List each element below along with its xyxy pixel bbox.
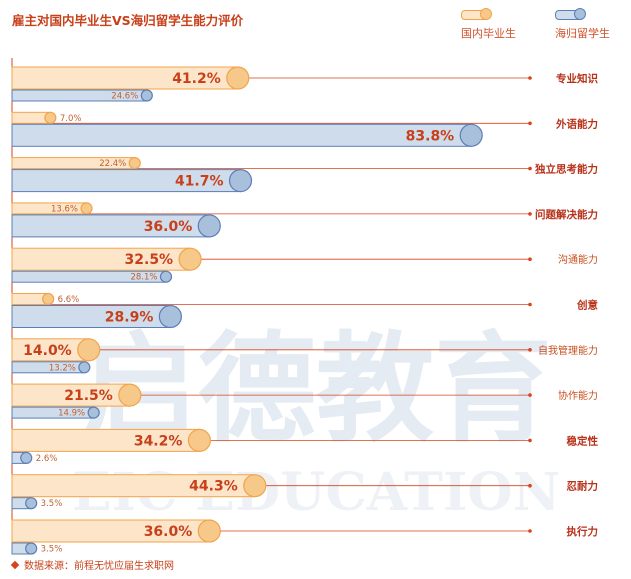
value-label-domestic: 32.5% xyxy=(125,252,174,268)
category-label: 执行力 xyxy=(567,525,599,538)
value-label-returnee: 24.6% xyxy=(111,92,138,102)
bar-end-dot-returnee xyxy=(87,406,100,419)
bars xyxy=(11,66,483,555)
category-line-dot xyxy=(528,121,532,126)
legend-swatch-domestic xyxy=(461,8,492,20)
bar-end-dot-returnee xyxy=(159,270,173,283)
category-label: 专业知识 xyxy=(556,72,598,85)
bar-end-dot-domestic xyxy=(118,383,142,407)
category-line-dot xyxy=(528,166,532,171)
value-label-returnee: 14.9% xyxy=(58,409,85,419)
category-label: 自我管理能力 xyxy=(538,344,598,357)
value-label-returnee: 83.8% xyxy=(406,128,455,144)
value-label-returnee: 36.0% xyxy=(144,219,193,235)
diamond-icon xyxy=(10,560,20,570)
value-label-domestic: 21.5% xyxy=(64,388,113,404)
bar-returnee xyxy=(11,123,472,147)
legend-item-returnee: 海归留学生 xyxy=(555,8,610,41)
bar-end-dot-domestic xyxy=(243,474,267,498)
value-label-domestic: 7.0% xyxy=(60,114,82,124)
value-label-domestic: 14.0% xyxy=(23,343,72,359)
bar-end-dot-returnee xyxy=(158,304,182,329)
bar-end-dot-returnee xyxy=(228,169,253,193)
category-line-dot xyxy=(528,393,532,397)
legend-label-domestic: 国内毕业生 xyxy=(461,27,516,40)
bar-end-dot-returnee xyxy=(197,214,221,238)
category-line-dot xyxy=(528,212,532,216)
value-label-domestic: 34.2% xyxy=(134,433,183,449)
category-line-dot xyxy=(528,529,532,533)
data-source: 数据来源：前程无忧应届生求职网 xyxy=(10,557,174,572)
data-source-text: 数据来源：前程无忧应届生求职网 xyxy=(24,561,174,572)
bar-end-dot-domestic xyxy=(128,157,141,170)
bar-end-dot-domestic xyxy=(44,111,57,124)
category-label: 问题解决能力 xyxy=(535,208,598,221)
category-label: 沟通能力 xyxy=(558,253,598,266)
category-line-dot xyxy=(528,302,532,307)
bar-end-dot-domestic xyxy=(77,338,101,362)
legend-label-returnee: 海归留学生 xyxy=(555,27,610,40)
bar-end-dot-domestic xyxy=(187,428,212,452)
category-label: 创意 xyxy=(576,299,598,312)
value-label-domestic: 36.0% xyxy=(144,524,193,540)
bar-end-dot-domestic xyxy=(42,292,55,306)
category-line-dot xyxy=(528,257,532,262)
value-label-domestic: 6.6% xyxy=(58,295,80,305)
legend-item-domestic: 国内毕业生 xyxy=(461,8,516,41)
chart-title: 雇主对国内毕业生VS海归留学生能力评价 xyxy=(12,13,244,28)
value-label-returnee: 2.6% xyxy=(36,454,58,464)
category-line-dot xyxy=(528,348,532,352)
category-line-dot xyxy=(528,483,532,488)
labels: 专业知识 41.2% 24.6% 外语能力 7.0% 83.8% 独立思考能力 22.4% 41… xyxy=(23,71,598,555)
value-label-returnee: 3.5% xyxy=(41,545,63,555)
bar-end-dot-returnee xyxy=(140,89,153,102)
value-label-returnee: 28.9% xyxy=(105,310,154,326)
legend-swatch-returnee xyxy=(555,8,586,20)
category-label: 忍耐力 xyxy=(567,480,599,493)
category-label: 外语能力 xyxy=(555,117,598,130)
bar-end-dot-domestic xyxy=(178,247,202,271)
value-label-domestic: 44.3% xyxy=(189,479,238,495)
value-label-domestic: 22.4% xyxy=(99,159,126,169)
bar-end-dot-domestic xyxy=(226,66,250,90)
bar-end-dot-returnee xyxy=(25,497,38,510)
bar-end-dot-returnee xyxy=(25,542,38,555)
value-label-returnee: 13.2% xyxy=(49,363,76,373)
category-line-dot xyxy=(528,438,532,443)
value-label-returnee: 28.1% xyxy=(130,273,157,283)
bar-end-dot-domestic xyxy=(197,519,221,543)
category-label: 独立思考能力 xyxy=(534,163,598,176)
bar-end-dot-returnee xyxy=(78,361,91,374)
category-label: 稳定性 xyxy=(567,434,599,447)
value-label-returnee: 41.7% xyxy=(175,174,224,190)
value-label-domestic: 41.2% xyxy=(172,71,221,87)
bar-end-dot-domestic xyxy=(80,202,93,215)
bar-end-dot-returnee xyxy=(20,451,33,464)
value-label-domestic: 13.6% xyxy=(51,204,78,214)
bar-end-dot-returnee xyxy=(459,123,483,147)
category-line-dot xyxy=(528,76,532,80)
value-label-returnee: 3.5% xyxy=(41,499,63,509)
category-label: 协作能力 xyxy=(558,389,598,402)
